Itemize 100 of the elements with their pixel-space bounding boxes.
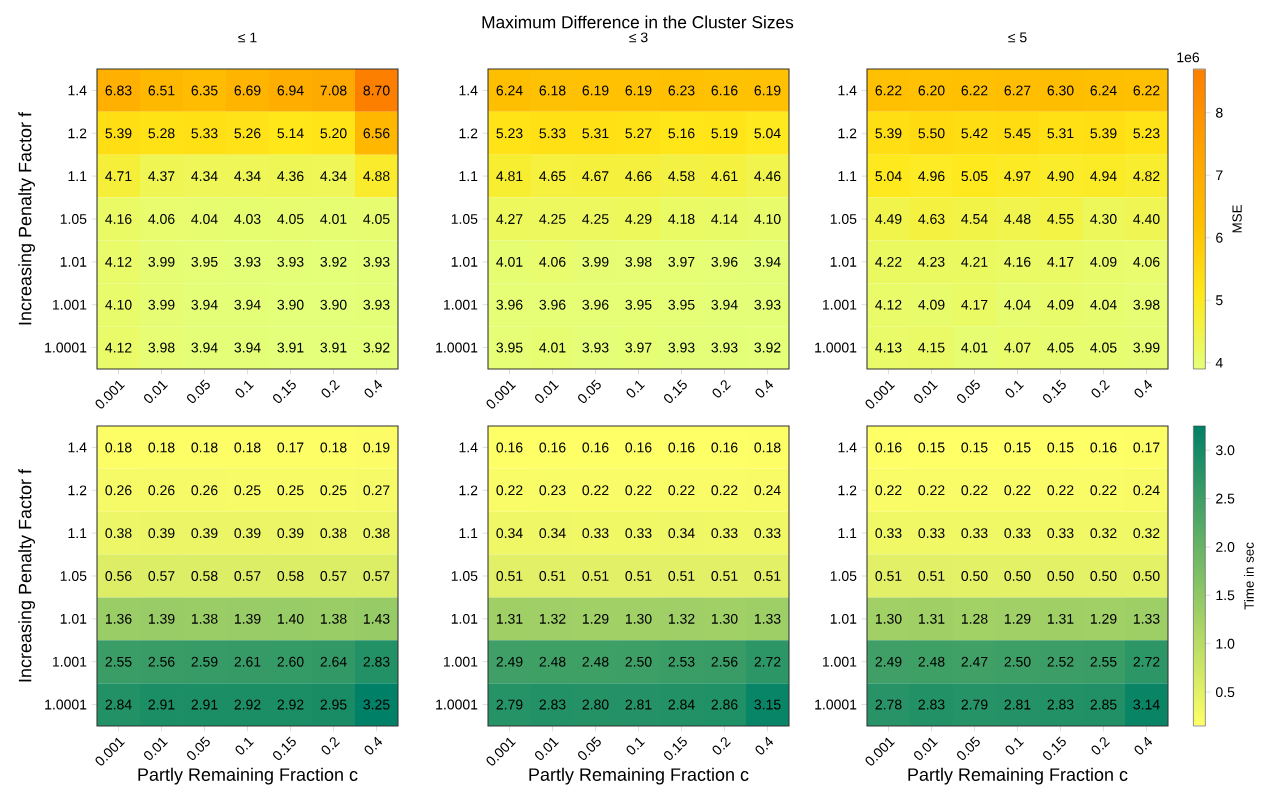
data-label: 4.46 xyxy=(754,171,781,182)
data-label: 0.24 xyxy=(754,485,781,496)
data-label: 4.34 xyxy=(234,171,261,182)
y-tick-label: 1.05 xyxy=(60,571,87,581)
data-label: 0.16 xyxy=(539,442,566,453)
data-label: 4.17 xyxy=(1047,257,1074,267)
data-label: 0.33 xyxy=(625,528,652,539)
data-label: 3.95 xyxy=(668,299,695,310)
data-label: 4.22 xyxy=(875,256,902,267)
y-tick-label: 1.001 xyxy=(443,299,478,310)
data-label: 0.26 xyxy=(105,485,132,496)
data-label: 0.22 xyxy=(918,485,945,496)
data-label: 6.27 xyxy=(1004,85,1031,96)
data-label: 0.18 xyxy=(320,442,347,453)
data-label: 0.18 xyxy=(148,442,175,453)
data-label: 6.24 xyxy=(1090,85,1117,96)
data-label: 0.18 xyxy=(191,442,218,453)
data-label: 4.97 xyxy=(1004,171,1031,182)
data-label: 2.64 xyxy=(320,656,347,667)
data-label: 4.94 xyxy=(1090,171,1117,182)
data-label: 5.16 xyxy=(668,128,695,139)
data-label: 2.84 xyxy=(105,699,132,710)
data-label: 4.48 xyxy=(1004,214,1031,224)
data-label: 6.19 xyxy=(582,85,609,96)
chart-title: ≤ 5 xyxy=(1008,32,1027,43)
data-label: 4.16 xyxy=(1004,256,1031,267)
y-tick-label: 1.05 xyxy=(451,571,478,581)
data-label: 0.38 xyxy=(320,528,347,539)
y-tick-label: 1.05 xyxy=(830,571,857,581)
y-tick-label: 1.01 xyxy=(451,613,478,624)
y-tick-label: 1.4 xyxy=(459,85,478,96)
data-label: 4.10 xyxy=(105,299,132,310)
data-label: 6.83 xyxy=(105,85,132,96)
data-label: 3.97 xyxy=(668,256,695,267)
data-label: 4.16 xyxy=(105,214,132,224)
data-label: 4.34 xyxy=(320,171,347,182)
data-label: 2.50 xyxy=(625,656,652,667)
x-tick-label: 0.1 xyxy=(1005,380,1024,398)
data-label: 1.39 xyxy=(148,613,175,624)
data-label: 4.07 xyxy=(1004,342,1031,353)
data-label: 4.04 xyxy=(191,214,218,224)
data-label: 3.95 xyxy=(625,299,652,310)
data-label: 0.22 xyxy=(1090,485,1117,496)
data-label: 2.78 xyxy=(875,699,902,710)
data-label: 2.48 xyxy=(918,656,945,667)
data-label: 8.70 xyxy=(363,85,390,96)
data-label: 0.25 xyxy=(234,485,261,496)
data-label: 0.56 xyxy=(105,571,132,581)
y-tick-label: 1.01 xyxy=(60,613,87,624)
data-label: 3.90 xyxy=(277,299,304,310)
data-label: 5.45 xyxy=(1004,128,1031,139)
data-label: 0.26 xyxy=(148,485,175,496)
data-label: 3.98 xyxy=(148,342,175,353)
chart-title: ≤ 1 xyxy=(238,32,257,43)
data-label: 0.51 xyxy=(711,571,738,581)
data-label: 0.57 xyxy=(234,571,261,581)
data-label: 2.59 xyxy=(191,656,218,667)
data-label: 1.38 xyxy=(320,613,347,624)
data-label: 1.43 xyxy=(363,613,390,624)
x-tick-label: 0.4 xyxy=(1134,736,1153,755)
data-label: 3.93 xyxy=(582,342,609,353)
x-tick-label: 0.01 xyxy=(535,380,559,403)
data-label: 0.58 xyxy=(191,571,218,581)
data-label: 0.16 xyxy=(875,442,902,453)
y-tick-label: 1.0001 xyxy=(815,699,857,710)
data-label: 3.95 xyxy=(496,342,523,353)
data-label: 0.16 xyxy=(711,442,738,453)
data-label: 0.22 xyxy=(711,485,738,496)
data-label: 4.09 xyxy=(918,299,945,310)
data-label: 4.29 xyxy=(625,214,652,224)
data-label: 3.94 xyxy=(754,256,781,267)
color-bar-label: 4 xyxy=(1215,357,1223,368)
x-tick-label: 0.1 xyxy=(235,380,254,398)
data-label: 2.79 xyxy=(496,699,523,710)
y-tick-label: 1.1 xyxy=(68,171,87,181)
data-label: 0.26 xyxy=(191,485,218,496)
data-label: 0.22 xyxy=(668,485,695,496)
data-label: 0.50 xyxy=(1004,571,1031,581)
data-label: 3.91 xyxy=(277,342,304,353)
data-label: 3.94 xyxy=(234,299,261,310)
x-tick-label: 0.2 xyxy=(712,380,731,398)
data-label: 4.23 xyxy=(918,256,945,267)
data-label: 2.80 xyxy=(582,699,609,710)
x-tick-label: 0.01 xyxy=(144,380,168,403)
data-label: 4.04 xyxy=(1090,299,1117,310)
data-label: 2.92 xyxy=(277,699,304,710)
data-label: 4.58 xyxy=(668,171,695,182)
data-label: 0.34 xyxy=(539,528,566,539)
data-label: 0.33 xyxy=(711,528,738,539)
y-tick-label: 1.001 xyxy=(443,656,478,667)
data-label: 0.50 xyxy=(961,571,988,581)
y-tick-label: 1.1 xyxy=(68,528,87,538)
data-label: 0.18 xyxy=(234,442,261,453)
data-label: 4.05 xyxy=(363,214,390,224)
data-label: 3.94 xyxy=(711,299,738,310)
data-label: 4.12 xyxy=(105,256,132,267)
y-tick-label: 1.0001 xyxy=(436,342,478,353)
x-axis-title: Partly Remaining Fraction c xyxy=(529,767,749,785)
data-label: 6.22 xyxy=(1133,85,1160,96)
data-label: 0.17 xyxy=(277,442,304,453)
